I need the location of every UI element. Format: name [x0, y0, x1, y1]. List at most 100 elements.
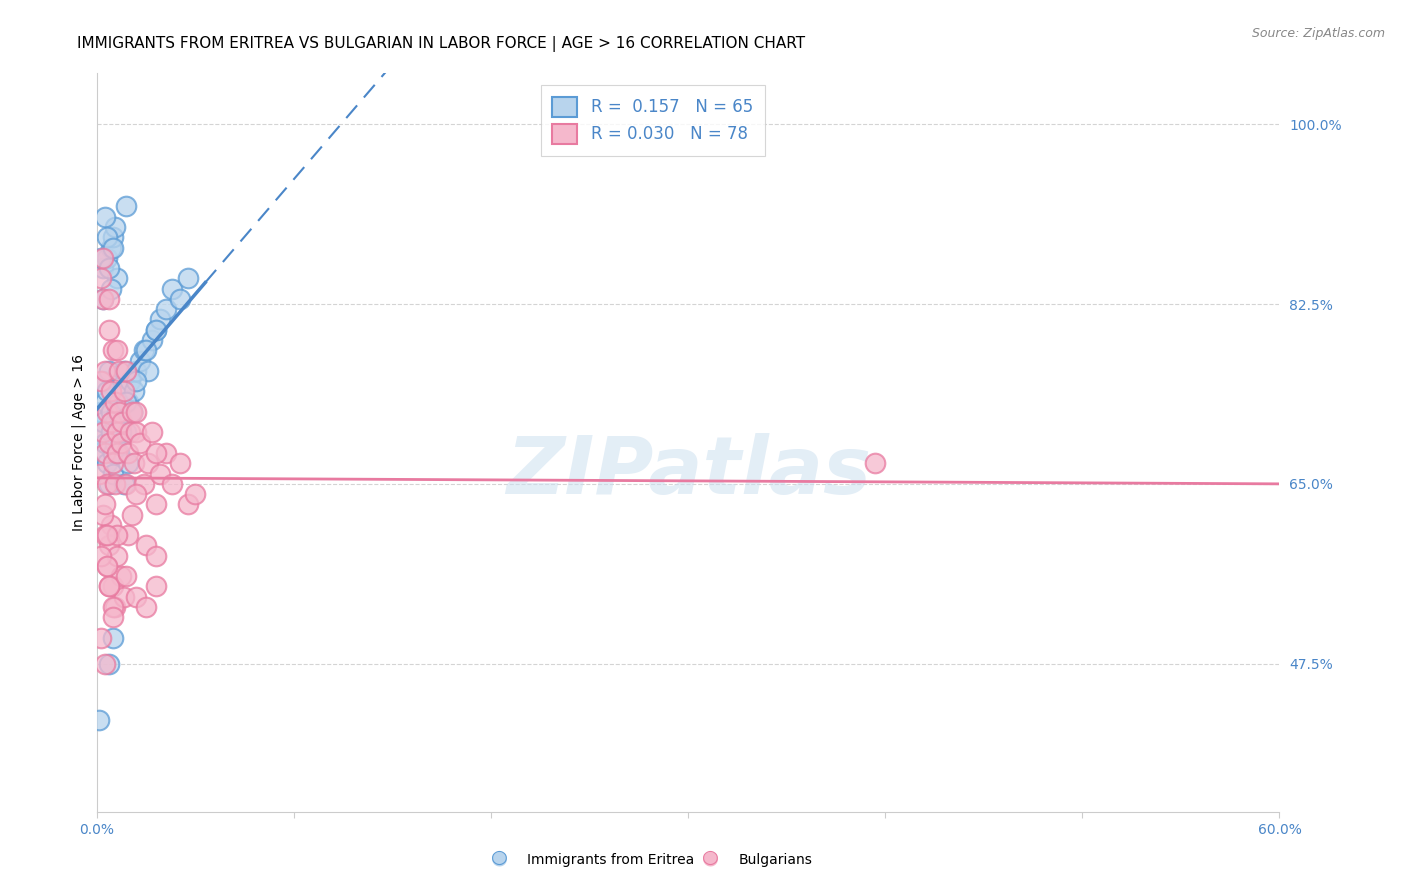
Point — [111, 415, 134, 429]
Point — [135, 600, 157, 615]
Point — [134, 343, 156, 358]
Point — [110, 425, 132, 440]
Point — [96, 558, 118, 573]
Point — [87, 446, 110, 460]
Point — [149, 312, 172, 326]
Point — [90, 405, 112, 419]
Point — [97, 323, 120, 337]
Point — [105, 446, 128, 460]
Point — [96, 456, 118, 470]
Point — [90, 425, 112, 440]
Point — [107, 446, 129, 460]
Point — [105, 343, 128, 358]
Point — [125, 374, 148, 388]
Point — [91, 425, 114, 440]
Point — [104, 394, 127, 409]
Point — [100, 241, 122, 255]
Point — [91, 374, 114, 388]
Point — [107, 394, 129, 409]
Point — [129, 353, 152, 368]
Point — [115, 199, 138, 213]
Point — [107, 405, 129, 419]
Point — [121, 405, 143, 419]
Text: ●: ● — [491, 848, 508, 867]
Point — [100, 282, 122, 296]
Point — [105, 528, 128, 542]
Point — [91, 292, 114, 306]
Point — [141, 333, 163, 347]
Point — [145, 497, 167, 511]
Y-axis label: In Labor Force | Age > 16: In Labor Force | Age > 16 — [72, 354, 86, 532]
Point — [117, 446, 139, 460]
Point — [105, 549, 128, 563]
Point — [125, 364, 148, 378]
Point — [93, 528, 115, 542]
Point — [91, 415, 114, 429]
Point — [865, 456, 887, 470]
Point — [93, 497, 115, 511]
Point — [87, 713, 110, 727]
Point — [145, 580, 167, 594]
Point — [90, 271, 112, 285]
Point — [97, 538, 120, 552]
Point — [91, 251, 114, 265]
Point — [105, 405, 128, 419]
Point — [111, 384, 134, 399]
Point — [104, 476, 127, 491]
Point — [97, 580, 120, 594]
Point — [115, 569, 138, 583]
Point — [145, 549, 167, 563]
Point — [141, 425, 163, 440]
Point — [90, 631, 112, 645]
Point — [114, 384, 136, 399]
Point — [93, 657, 115, 671]
Point — [121, 508, 143, 522]
Point — [110, 569, 132, 583]
Point — [125, 487, 148, 501]
Point — [104, 600, 127, 615]
Point — [135, 538, 157, 552]
Point — [101, 631, 124, 645]
Point — [110, 435, 132, 450]
Point — [97, 364, 120, 378]
Text: Bulgarians: Bulgarians — [738, 853, 813, 867]
Point — [97, 657, 120, 671]
Point — [97, 476, 120, 491]
Text: ●: ● — [702, 848, 718, 867]
Point — [101, 610, 124, 624]
Point — [96, 476, 118, 491]
Point — [145, 446, 167, 460]
Point — [155, 302, 177, 317]
Point — [115, 476, 138, 491]
Point — [96, 384, 118, 399]
Point — [125, 590, 148, 604]
Point — [105, 425, 128, 440]
Point — [125, 405, 148, 419]
Text: Immigrants from Eritrea: Immigrants from Eritrea — [527, 853, 695, 867]
Text: ZIPatlas: ZIPatlas — [506, 434, 870, 511]
Point — [105, 425, 128, 440]
Point — [169, 292, 191, 306]
Point — [91, 261, 114, 276]
Point — [114, 476, 136, 491]
Point — [97, 435, 120, 450]
Point — [117, 394, 139, 409]
Point — [115, 425, 138, 440]
Point — [93, 435, 115, 450]
Point — [160, 476, 183, 491]
Point — [134, 476, 156, 491]
Point — [114, 364, 136, 378]
Point — [104, 220, 127, 235]
Text: IMMIGRANTS FROM ERITREA VS BULGARIAN IN LABOR FORCE | AGE > 16 CORRELATION CHART: IMMIGRANTS FROM ERITREA VS BULGARIAN IN … — [77, 36, 806, 52]
Point — [93, 446, 115, 460]
Point — [135, 343, 157, 358]
Point — [96, 230, 118, 244]
Point — [124, 384, 146, 399]
Point — [97, 292, 120, 306]
Point — [90, 374, 112, 388]
Point — [176, 497, 198, 511]
Point — [124, 456, 146, 470]
Point — [117, 456, 139, 470]
Point — [149, 467, 172, 481]
Point — [100, 425, 122, 440]
